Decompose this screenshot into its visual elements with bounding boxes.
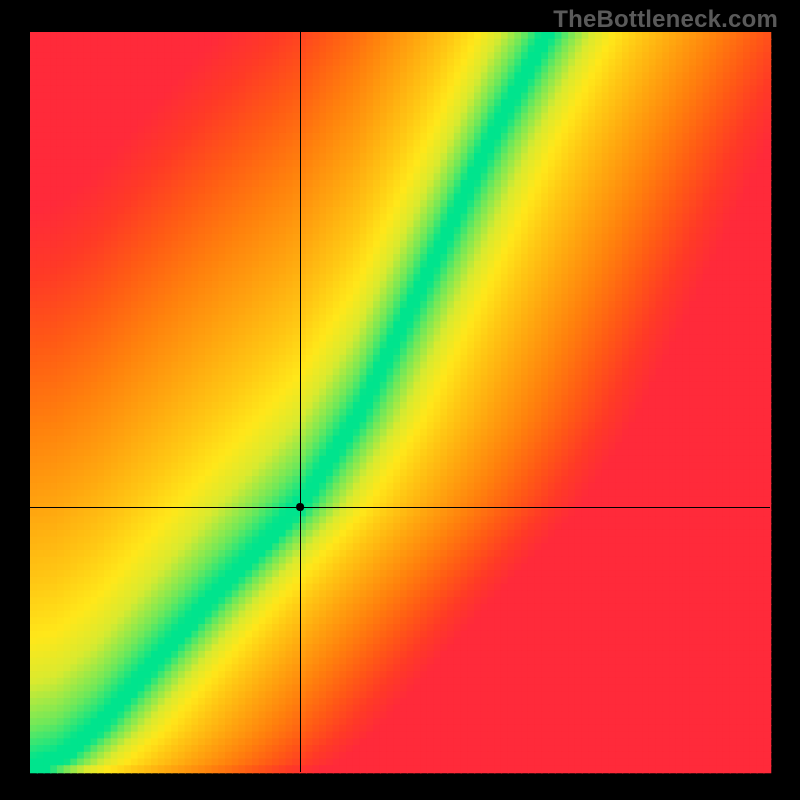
bottleneck-heatmap-canvas <box>0 0 800 800</box>
watermark-text: TheBottleneck.com <box>553 6 778 34</box>
chart-container: TheBottleneck.com <box>0 0 800 800</box>
